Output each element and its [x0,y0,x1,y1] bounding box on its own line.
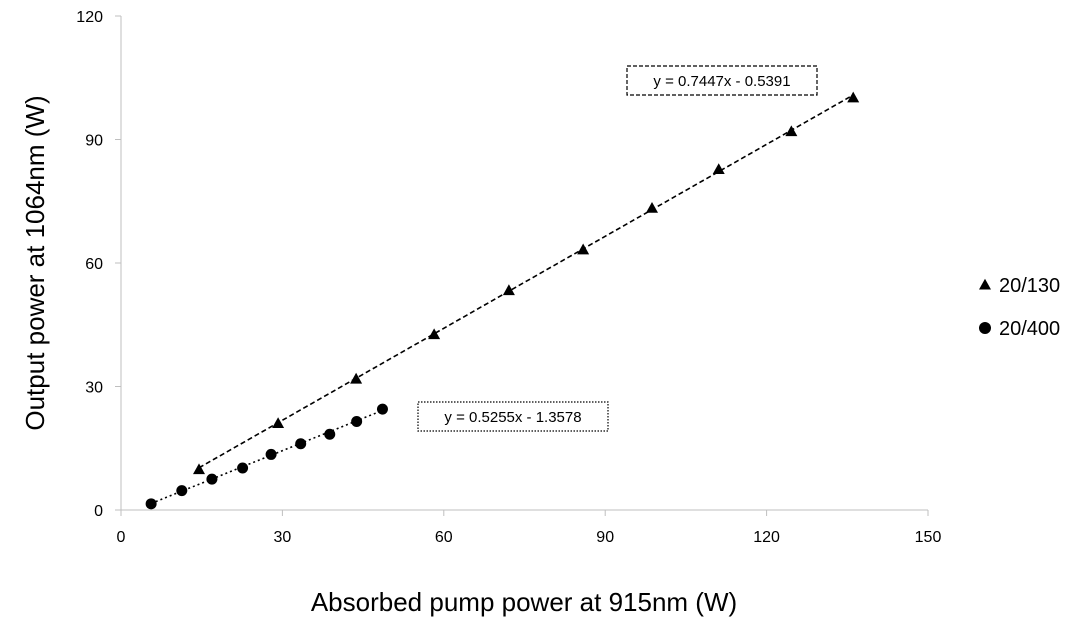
x-tick-label: 30 [274,529,292,546]
x-tick-label: 60 [435,529,453,546]
series [193,91,860,475]
x-tick-label: 150 [915,529,942,546]
y-tick-label: 60 [85,256,103,273]
data-point [350,372,363,384]
equation-label: y = 0.7447x - 0.5391 [653,73,790,90]
trendline [198,94,854,469]
data-point [376,403,388,415]
x-tick-label: 0 [117,529,126,546]
legend-item: 20/130 [979,275,1060,297]
data-point [577,243,590,255]
series [145,403,388,510]
data-point [847,91,860,103]
data-point [265,448,277,460]
equation-box [417,401,609,432]
data-point [206,473,218,485]
data-point [237,462,249,474]
legend-marker [979,278,991,290]
legend: 20/130 20/400 [979,275,1060,340]
data-point [351,415,363,427]
x-axis-title: Absorbed pump power at 915nm (W) [311,587,737,617]
legend-marker [979,322,991,334]
legend-label: 20/400 [999,318,1060,340]
data-marks [145,91,860,510]
x-tick-label: 90 [596,529,614,546]
equation-box [626,65,818,96]
trendline [150,409,383,505]
data-point [295,438,307,450]
data-point [785,125,798,137]
data-point [502,284,515,296]
data-point [428,328,441,340]
data-point [272,417,285,429]
data-point [324,428,336,440]
data-point [145,498,157,510]
y-tick-label: 120 [76,9,103,26]
y-tick-label: 0 [94,503,103,520]
data-point [193,463,206,475]
trendline-equations: y = 0.7447x - 0.5391 y = 0.5255x - 1.3578 [417,65,818,432]
y-tick-label: 30 [85,380,103,397]
y-tick-label: 90 [85,133,103,150]
y-axis-title: Output power at 1064nm (W) [20,95,50,430]
trendlines [150,94,854,505]
data-point [176,485,188,497]
equation-label: y = 0.5255x - 1.3578 [444,409,581,426]
legend-label: 20/130 [999,275,1060,297]
axes: 0 30 60 90 120 150 0 30 60 90 120 [76,9,941,546]
data-point [712,163,725,175]
x-tick-label: 120 [753,529,780,546]
data-point [646,201,659,213]
legend-item: 20/400 [979,318,1060,340]
